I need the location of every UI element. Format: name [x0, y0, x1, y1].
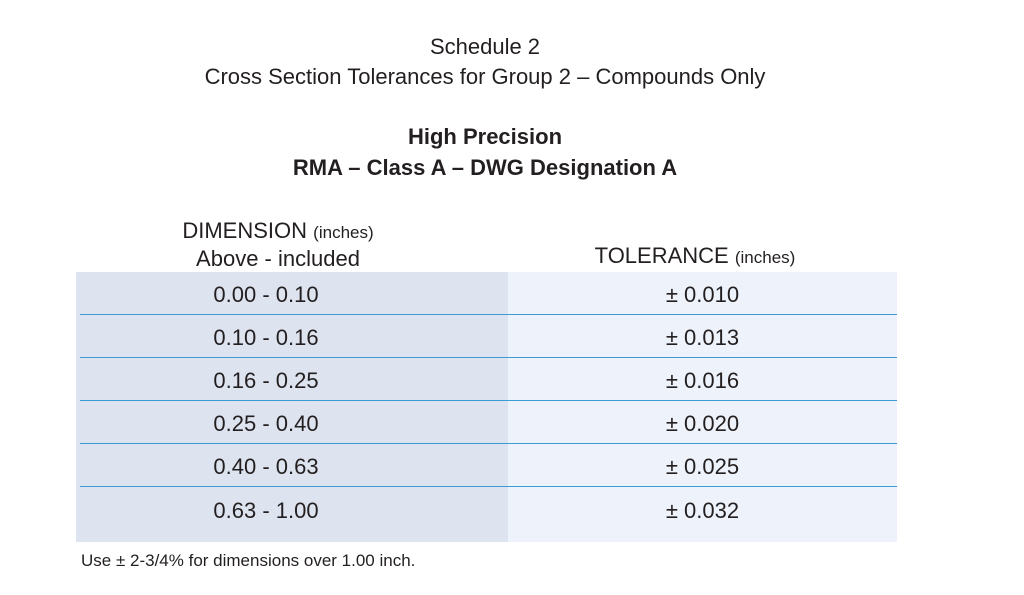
tolerance-table: 0.00 - 0.10 ± 0.010 0.10 - 0.16 ± 0.013 …	[76, 272, 897, 542]
row-divider	[80, 400, 897, 401]
row-divider	[80, 443, 897, 444]
dimension-cell: 0.00 - 0.10	[213, 282, 319, 307]
table-row: 0.40 - 0.63 ± 0.025	[76, 444, 897, 487]
table-row: 0.16 - 0.25 ± 0.016	[76, 358, 897, 401]
footnote: Use ± 2-3/4% for dimensions over 1.00 in…	[81, 551, 416, 570]
tolerance-header-unit: (inches)	[734, 248, 796, 267]
classification-heading: RMA – Class A – DWG Designation A	[292, 155, 678, 180]
dimension-column-background	[76, 272, 508, 542]
dimension-cell: 0.10 - 0.16	[213, 325, 319, 350]
schedule-subtitle: Cross Section Tolerances for Group 2 – C…	[204, 64, 766, 89]
tolerance-cell: ± 0.032	[665, 498, 740, 523]
dimension-header-unit: (inches)	[313, 223, 374, 242]
table-row: 0.63 - 1.00 ± 0.032	[76, 488, 897, 531]
row-divider	[80, 486, 897, 487]
dimension-header-label: DIMENSION	[182, 218, 308, 243]
row-divider	[80, 314, 897, 315]
tolerance-header-label: TOLERANCE	[594, 243, 729, 268]
dimension-cell: 0.25 - 0.40	[213, 411, 319, 436]
dimension-cell: 0.40 - 0.63	[213, 454, 319, 479]
dimension-cell: 0.63 - 1.00	[213, 498, 319, 523]
schedule-title: Schedule 2	[429, 34, 541, 59]
dimension-cell: 0.16 - 0.25	[213, 368, 319, 393]
tolerance-cell: ± 0.016	[665, 368, 740, 393]
tolerance-column-header: TOLERANCE (inches)	[520, 243, 870, 271]
row-divider	[80, 357, 897, 358]
tolerance-cell: ± 0.025	[665, 454, 740, 479]
dimension-column-header: DIMENSION (inches) Above - included	[148, 218, 408, 272]
tolerance-cell: ± 0.010	[665, 282, 740, 307]
table-row: 0.10 - 0.16 ± 0.013	[76, 315, 897, 358]
precision-heading: High Precision	[407, 124, 563, 149]
dimension-subheader: Above - included	[196, 246, 360, 271]
table-row: 0.00 - 0.10 ± 0.010	[76, 272, 897, 315]
tolerance-cell: ± 0.020	[665, 411, 740, 436]
tolerance-column-background	[508, 272, 897, 542]
tolerance-cell: ± 0.013	[665, 325, 740, 350]
table-row: 0.25 - 0.40 ± 0.020	[76, 401, 897, 444]
